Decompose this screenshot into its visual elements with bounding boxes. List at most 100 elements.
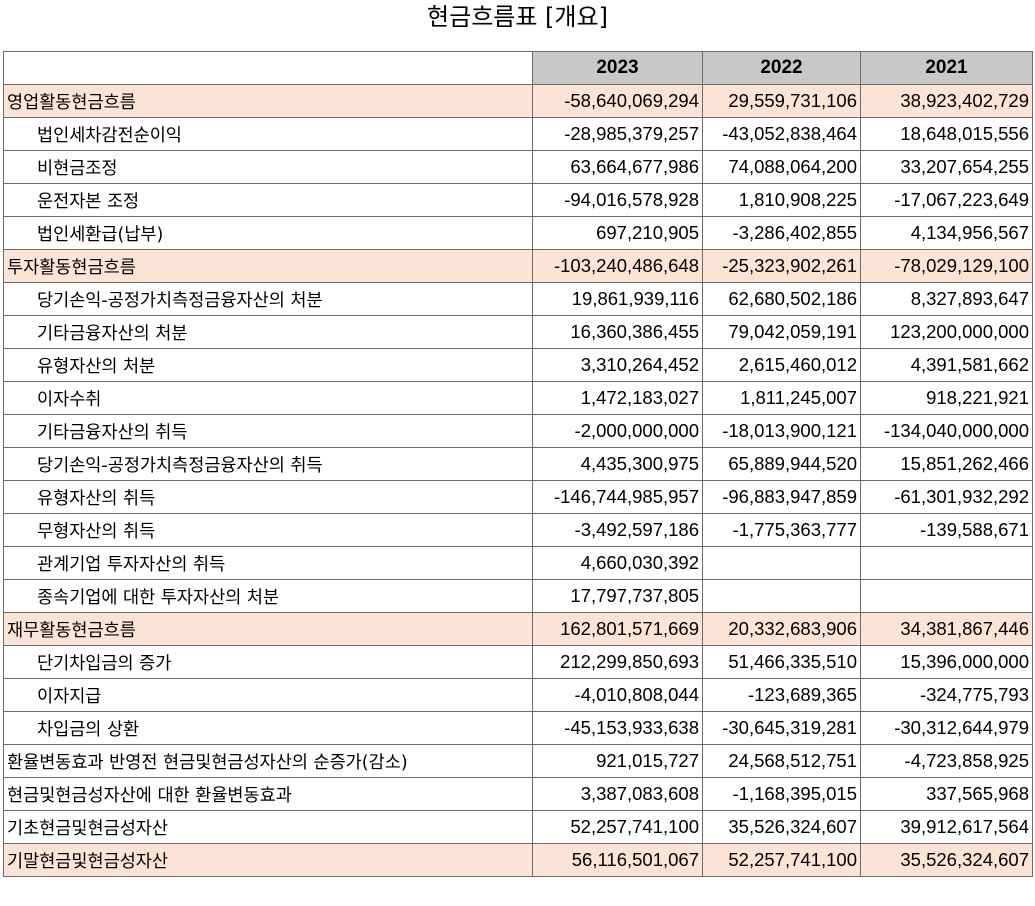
value-cell-2021: 18,648,015,556 bbox=[860, 117, 1033, 151]
row-label: 기타금융자산의 처분 bbox=[3, 315, 533, 349]
value-cell-2022: -3,286,402,855 bbox=[702, 216, 861, 250]
value-cell-2023: 1,472,183,027 bbox=[532, 381, 703, 415]
value-cell-2023: -28,985,379,257 bbox=[532, 117, 703, 151]
header-row: 2023 2022 2021 bbox=[3, 51, 1033, 85]
value-cell-2021: 38,923,402,729 bbox=[860, 84, 1033, 118]
value-cell-2023: -45,153,933,638 bbox=[532, 711, 703, 745]
row-label: 기말현금및현금성자산 bbox=[3, 843, 533, 877]
row-label: 법인세환급(납부) bbox=[3, 216, 533, 250]
value-cell-2021: 34,381,867,446 bbox=[860, 612, 1033, 646]
table-row: 기초현금및현금성자산 52,257,741,100 35,526,324,607 39… bbox=[3, 810, 1033, 844]
value-cell-2021: -324,775,793 bbox=[860, 678, 1033, 712]
value-cell-2022: -18,013,900,121 bbox=[702, 414, 861, 448]
value-cell-2023: 921,015,727 bbox=[532, 744, 703, 778]
value-cell-2023: -146,744,985,957 bbox=[532, 480, 703, 514]
value-cell-2022: 1,811,245,007 bbox=[702, 381, 861, 415]
table-row: 기타금융자산의 취득 -2,000,000,000 -18,013,900,121-… bbox=[3, 414, 1033, 448]
value-cell-2023: -3,492,597,186 bbox=[532, 513, 703, 547]
value-cell-2022: 74,088,064,200 bbox=[702, 150, 861, 184]
value-cell-2022: -1,168,395,015 bbox=[702, 777, 861, 811]
value-cell-2021: 4,134,956,567 bbox=[860, 216, 1033, 250]
value-cell-2022: 20,332,683,906 bbox=[702, 612, 861, 646]
table-row: 법인세환급(납부) 697,210,905 -3,286,402,855 4,134,… bbox=[3, 216, 1033, 250]
row-label: 법인세차감전순이익 bbox=[3, 117, 533, 151]
value-cell-2021: -139,588,671 bbox=[860, 513, 1033, 547]
value-cell-2023: -94,016,578,928 bbox=[532, 183, 703, 217]
row-label: 당기손익-공정가치측정금융자산의 취득 bbox=[3, 447, 533, 481]
value-cell-2023: 4,660,030,392 bbox=[532, 546, 703, 580]
value-cell-2022: -43,052,838,464 bbox=[702, 117, 861, 151]
value-cell-2022: 1,810,908,225 bbox=[702, 183, 861, 217]
value-cell-2022: -30,645,319,281 bbox=[702, 711, 861, 745]
value-cell-2023: 697,210,905 bbox=[532, 216, 703, 250]
value-cell-2023: -4,010,808,044 bbox=[532, 678, 703, 712]
table-row: 비현금조정 63,664,677,986 74,088,064,200 33,207,… bbox=[3, 150, 1033, 184]
table-row: 당기손익-공정가치측정금융자산의 처분 19,861,939,116 62,680,… bbox=[3, 282, 1033, 316]
table-row: 무형자산의 취득 -3,492,597,186 -1,775,363,777 -139… bbox=[3, 513, 1033, 547]
row-label: 종속기업에 대한 투자자산의 처분 bbox=[3, 579, 533, 613]
row-label: 이자지급 bbox=[3, 678, 533, 712]
value-cell-2023: -103,240,486,648 bbox=[532, 249, 703, 283]
value-cell-2023: -2,000,000,000 bbox=[532, 414, 703, 448]
row-label: 재무활동현금흐름 bbox=[3, 612, 533, 646]
value-cell-2023: 3,387,083,608 bbox=[532, 777, 703, 811]
row-label: 기초현금및현금성자산 bbox=[3, 810, 533, 844]
value-cell-2021: 918,221,921 bbox=[860, 381, 1033, 415]
value-cell-2021: -78,029,129,100 bbox=[860, 249, 1033, 283]
value-cell-2021: 39,912,617,564 bbox=[860, 810, 1033, 844]
row-label: 영업활동현금흐름 bbox=[3, 84, 533, 118]
value-cell-2021 bbox=[860, 546, 1033, 580]
value-cell-2022: 35,526,324,607 bbox=[702, 810, 861, 844]
value-cell-2021: 35,526,324,607 bbox=[860, 843, 1033, 877]
column-header-2021: 2021 bbox=[860, 51, 1033, 85]
value-cell-2023: 17,797,737,805 bbox=[532, 579, 703, 613]
value-cell-2022: 52,257,741,100 bbox=[702, 843, 861, 877]
value-cell-2021: 15,851,262,466 bbox=[860, 447, 1033, 481]
table-row: 유형자산의 취득 -146,744,985,957 -96,883,947,859-… bbox=[3, 480, 1033, 514]
value-cell-2021 bbox=[860, 579, 1033, 613]
value-cell-2021: -134,040,000,000 bbox=[860, 414, 1033, 448]
value-cell-2023: 19,861,939,116 bbox=[532, 282, 703, 316]
value-cell-2022: -96,883,947,859 bbox=[702, 480, 861, 514]
table-row: 이자수취 1,472,183,027 1,811,245,007 918,221,92… bbox=[3, 381, 1033, 415]
table-row: 법인세차감전순이익 -28,985,379,257 -43,052,838,464 1… bbox=[3, 117, 1033, 151]
section-row: 투자활동현금흐름 -103,240,486,648 -25,323,902,261-… bbox=[3, 249, 1033, 283]
section-row: 기말현금및현금성자산 56,116,501,067 52,257,741,100 35… bbox=[3, 843, 1033, 877]
row-label: 무형자산의 취득 bbox=[3, 513, 533, 547]
value-cell-2023: 16,360,386,455 bbox=[532, 315, 703, 349]
value-cell-2023: 63,664,677,986 bbox=[532, 150, 703, 184]
row-label: 관계기업 투자자산의 취득 bbox=[3, 546, 533, 580]
row-label: 차입금의 상환 bbox=[3, 711, 533, 745]
value-cell-2021: 8,327,893,647 bbox=[860, 282, 1033, 316]
table-row: 운전자본 조정 -94,016,578,928 1,810,908,225 -17,0… bbox=[3, 183, 1033, 217]
value-cell-2023: -58,640,069,294 bbox=[532, 84, 703, 118]
value-cell-2021: 33,207,654,255 bbox=[860, 150, 1033, 184]
table-row: 현금및현금성자산에 대한 환율변동효과 3,387,083,608 -1,168,3… bbox=[3, 777, 1033, 811]
value-cell-2022: 2,615,460,012 bbox=[702, 348, 861, 382]
table-row: 기타금융자산의 처분 16,360,386,455 79,042,059,191 12… bbox=[3, 315, 1033, 349]
header-blank-cell bbox=[3, 51, 533, 85]
value-cell-2021: -17,067,223,649 bbox=[860, 183, 1033, 217]
row-label: 기타금융자산의 취득 bbox=[3, 414, 533, 448]
value-cell-2021: 123,200,000,000 bbox=[860, 315, 1033, 349]
table-row: 종속기업에 대한 투자자산의 처분 17,797,737,805 bbox=[3, 579, 1033, 613]
table-row: 관계기업 투자자산의 취득 4,660,030,392 bbox=[3, 546, 1033, 580]
cash-flow-table: 2023 2022 2021 영업활동현금흐름 -58,640,069,294 29… bbox=[3, 51, 1033, 877]
row-label: 투자활동현금흐름 bbox=[3, 249, 533, 283]
row-label: 비현금조정 bbox=[3, 150, 533, 184]
table-row: 차입금의 상환 -45,153,933,638 -30,645,319,281 -30… bbox=[3, 711, 1033, 745]
row-label: 유형자산의 처분 bbox=[3, 348, 533, 382]
section-row: 영업활동현금흐름 -58,640,069,294 29,559,731,106 38,… bbox=[3, 84, 1033, 118]
row-label: 현금및현금성자산에 대한 환율변동효과 bbox=[3, 777, 533, 811]
table-row: 당기손익-공정가치측정금융자산의 취득 4,435,300,975 65,889,9… bbox=[3, 447, 1033, 481]
value-cell-2022: -25,323,902,261 bbox=[702, 249, 861, 283]
value-cell-2021: -30,312,644,979 bbox=[860, 711, 1033, 745]
row-label: 당기손익-공정가치측정금융자산의 처분 bbox=[3, 282, 533, 316]
value-cell-2022: 24,568,512,751 bbox=[702, 744, 861, 778]
value-cell-2022: 29,559,731,106 bbox=[702, 84, 861, 118]
value-cell-2021: -4,723,858,925 bbox=[860, 744, 1033, 778]
row-label: 단기차입금의 증가 bbox=[3, 645, 533, 679]
value-cell-2022 bbox=[702, 579, 861, 613]
value-cell-2022: 79,042,059,191 bbox=[702, 315, 861, 349]
value-cell-2022 bbox=[702, 546, 861, 580]
